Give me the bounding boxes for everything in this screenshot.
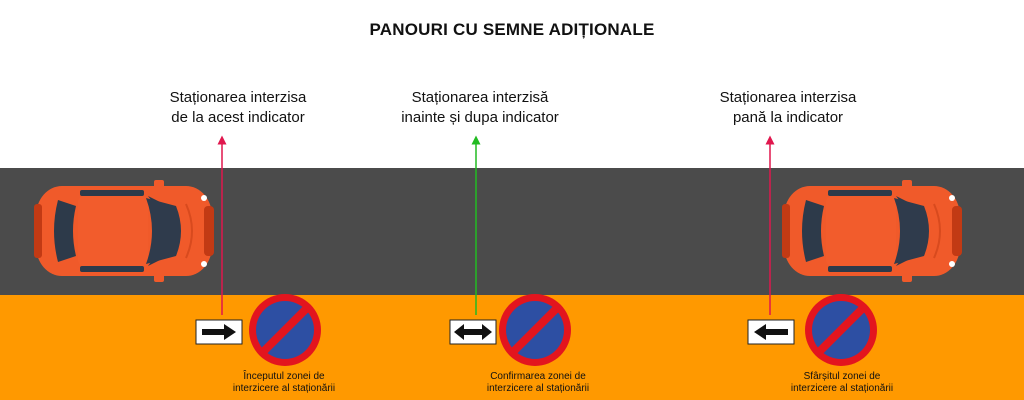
- caption-middle: Staționarea interzisă inainte și dupa in…: [401, 89, 559, 126]
- car-right: [781, 179, 963, 283]
- no-parking-sign-right: [805, 294, 877, 366]
- left-arrow-icon: [747, 319, 795, 345]
- no-parking-sign-left: [249, 294, 321, 366]
- caption-right: Staționarea interzisa pană la indicator: [719, 89, 857, 126]
- right-arrow-icon: [195, 319, 243, 345]
- no-parking-sign-middle: [499, 294, 571, 366]
- subcaption-left: Începutul zonei de interzicere al stațio…: [232, 371, 336, 394]
- diagram-title: PANOURI CU SEMNE ADIȚIONALE: [369, 20, 655, 39]
- subcaption-middle: Confirmarea zonei de interzicere al staț…: [486, 371, 590, 394]
- subcaption-right: Sfârșitul zonei de interzicere al stațio…: [790, 371, 894, 394]
- double-arrow-icon: [449, 319, 497, 345]
- car-left: [33, 179, 215, 283]
- caption-left: Staționarea interzisa de la acest indica…: [169, 89, 307, 126]
